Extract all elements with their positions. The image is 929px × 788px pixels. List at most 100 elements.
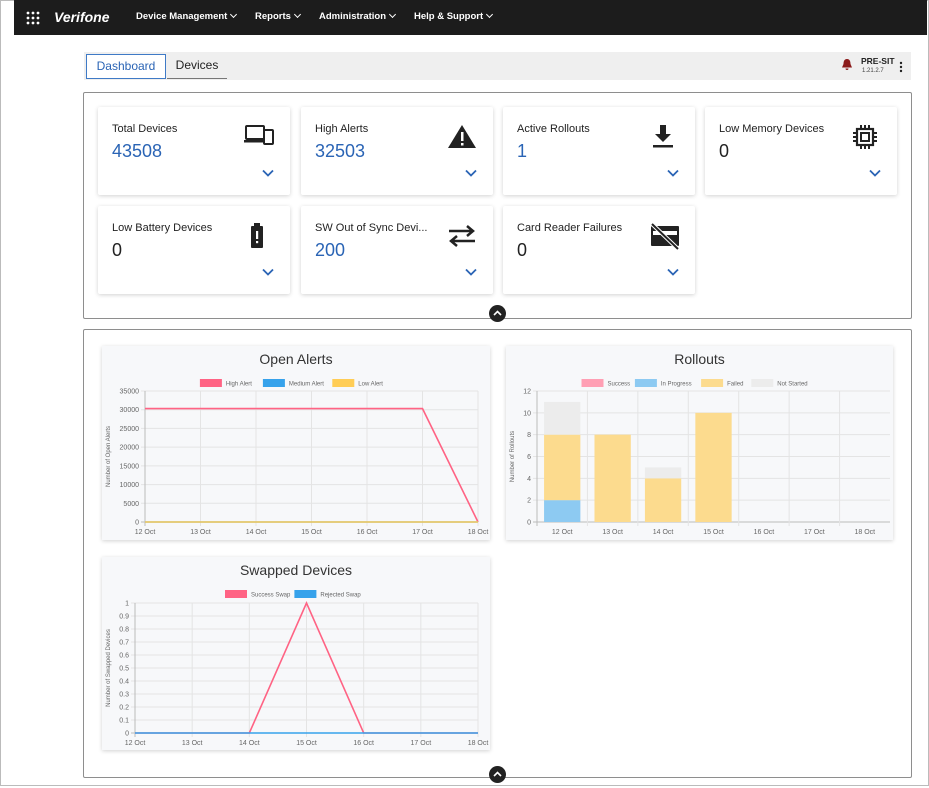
y-tick-label: 10 (523, 410, 531, 417)
tab-active[interactable]: Dashboard (86, 54, 166, 79)
bar (544, 434, 581, 501)
card-icon (653, 125, 673, 148)
x-tick-label: 18 Oct (854, 529, 875, 536)
x-tick-label: 17 Oct (412, 529, 433, 536)
expand-chevron[interactable] (262, 268, 274, 276)
apps-icon[interactable] (26, 11, 40, 25)
card-title: Active Rollouts (517, 123, 590, 135)
legend-swatch (634, 379, 657, 387)
x-tick-label: 16 Oct (754, 529, 775, 536)
x-tick-label: 13 Oct (190, 529, 211, 536)
expand-chevron[interactable] (667, 268, 679, 276)
y-tick-label: 2 (527, 498, 531, 505)
tab[interactable]: Devices (167, 54, 227, 79)
bar (644, 478, 682, 522)
menu-item[interactable]: Help & Support (414, 11, 492, 22)
y-tick-label: 30000 (120, 407, 140, 414)
legend-label: Success (608, 382, 631, 388)
x-tick-label: 16 Oct (353, 740, 374, 747)
card-title: High Alerts (315, 123, 369, 135)
summary-card[interactable]: Total Devices 43508 (98, 107, 290, 195)
kebab-menu[interactable] (899, 61, 903, 73)
expand-chevron[interactable] (667, 169, 679, 177)
y-axis-label: Number of Rollouts (510, 431, 516, 482)
summary-card[interactable]: Active Rollouts 1 (503, 107, 695, 195)
chevron-up (493, 771, 502, 777)
y-tick-label: 0 (527, 520, 531, 527)
card-title: SW Out of Sync Devi... (315, 222, 428, 234)
expand-chevron[interactable] (869, 169, 881, 177)
y-tick-label: 20000 (120, 445, 140, 452)
card-icon (251, 223, 263, 248)
card-icon (448, 125, 476, 148)
legend-swatch (199, 379, 222, 387)
summary-card[interactable]: Low Battery Devices 0 (98, 206, 290, 294)
card-value: 0 (112, 240, 123, 260)
card-title: Card Reader Failures (517, 222, 623, 234)
env-version: 1.21.2.7 (862, 68, 884, 74)
x-tick-label: 14 Oct (239, 740, 260, 747)
y-tick-label: 0.5 (119, 666, 129, 673)
summary-card[interactable]: High Alerts 32503 (301, 107, 493, 195)
chart-title: Rollouts (674, 351, 725, 367)
y-tick-label: 0.3 (119, 692, 129, 699)
legend-label: Success Swap (251, 593, 291, 599)
y-tick-label: 4 (527, 476, 531, 483)
legend-label: Rejected Swap (320, 593, 361, 599)
legend-swatch (294, 590, 317, 598)
summary-card[interactable]: SW Out of Sync Devi... 200 (301, 206, 493, 294)
x-tick-label: 18 Oct (468, 529, 489, 536)
card-value[interactable]: 43508 (112, 141, 163, 161)
y-tick-label: 0.9 (119, 614, 129, 621)
card-icon (853, 125, 877, 149)
expand-chevron[interactable] (465, 169, 477, 177)
nav-bar: Verifone Device Management Reports Admin… (14, 0, 927, 35)
x-tick-label: 12 Oct (125, 740, 146, 747)
x-tick-label: 15 Oct (296, 740, 317, 747)
card-value[interactable]: 1 (517, 141, 528, 161)
y-tick-label: 0.2 (119, 705, 129, 712)
legend-swatch (751, 379, 774, 387)
menu-item[interactable]: Administration (319, 11, 395, 22)
y-tick-label: 0.6 (119, 653, 129, 660)
series-line (145, 407, 479, 523)
menu-item[interactable]: Reports (255, 11, 300, 22)
tab-strip (84, 52, 911, 80)
y-tick-label: 6 (527, 454, 531, 461)
y-tick-label: 0.1 (119, 718, 129, 725)
bar (695, 412, 732, 522)
x-tick-label: 14 Oct (246, 529, 267, 536)
y-tick-label: 25000 (120, 426, 140, 433)
x-tick-label: 15 Oct (301, 529, 322, 536)
y-tick-label: 15000 (120, 463, 140, 470)
card-title: Low Battery Devices (112, 222, 213, 234)
y-tick-label: 35000 (120, 389, 140, 396)
legend-label: In Progress (661, 382, 692, 388)
x-tick-label: 14 Oct (653, 529, 674, 536)
summary-card[interactable]: Card Reader Failures 0 (503, 206, 695, 294)
card-value[interactable]: 32503 (315, 141, 366, 161)
x-tick-label: 17 Oct (411, 740, 432, 747)
card-value[interactable]: 200 (315, 240, 346, 260)
y-tick-label: 0.4 (119, 679, 129, 686)
collapse-button[interactable] (489, 305, 506, 322)
x-tick-label: 13 Oct (602, 529, 623, 536)
bell-icon[interactable] (841, 58, 853, 71)
chart-card: Rollouts Success In Progress Failed Not Star… (506, 346, 893, 540)
card-title: Low Memory Devices (719, 123, 825, 135)
legend-label: High Alert (226, 382, 252, 388)
y-axis-label: Number of Swapped Devices (106, 629, 112, 707)
x-tick-label: 12 Oct (135, 529, 156, 536)
brand[interactable]: Verifone (54, 9, 110, 25)
legend-swatch (262, 379, 285, 387)
menu-item[interactable]: Device Management (136, 11, 236, 22)
card-value: 0 (719, 141, 730, 161)
collapse-button[interactable] (489, 766, 506, 783)
card-icon (244, 125, 274, 145)
card-icon (650, 222, 680, 250)
summary-card[interactable]: Low Memory Devices 0 (705, 107, 897, 195)
expand-chevron[interactable] (262, 169, 274, 177)
card-title: Total Devices (112, 123, 178, 135)
expand-chevron[interactable] (465, 268, 477, 276)
